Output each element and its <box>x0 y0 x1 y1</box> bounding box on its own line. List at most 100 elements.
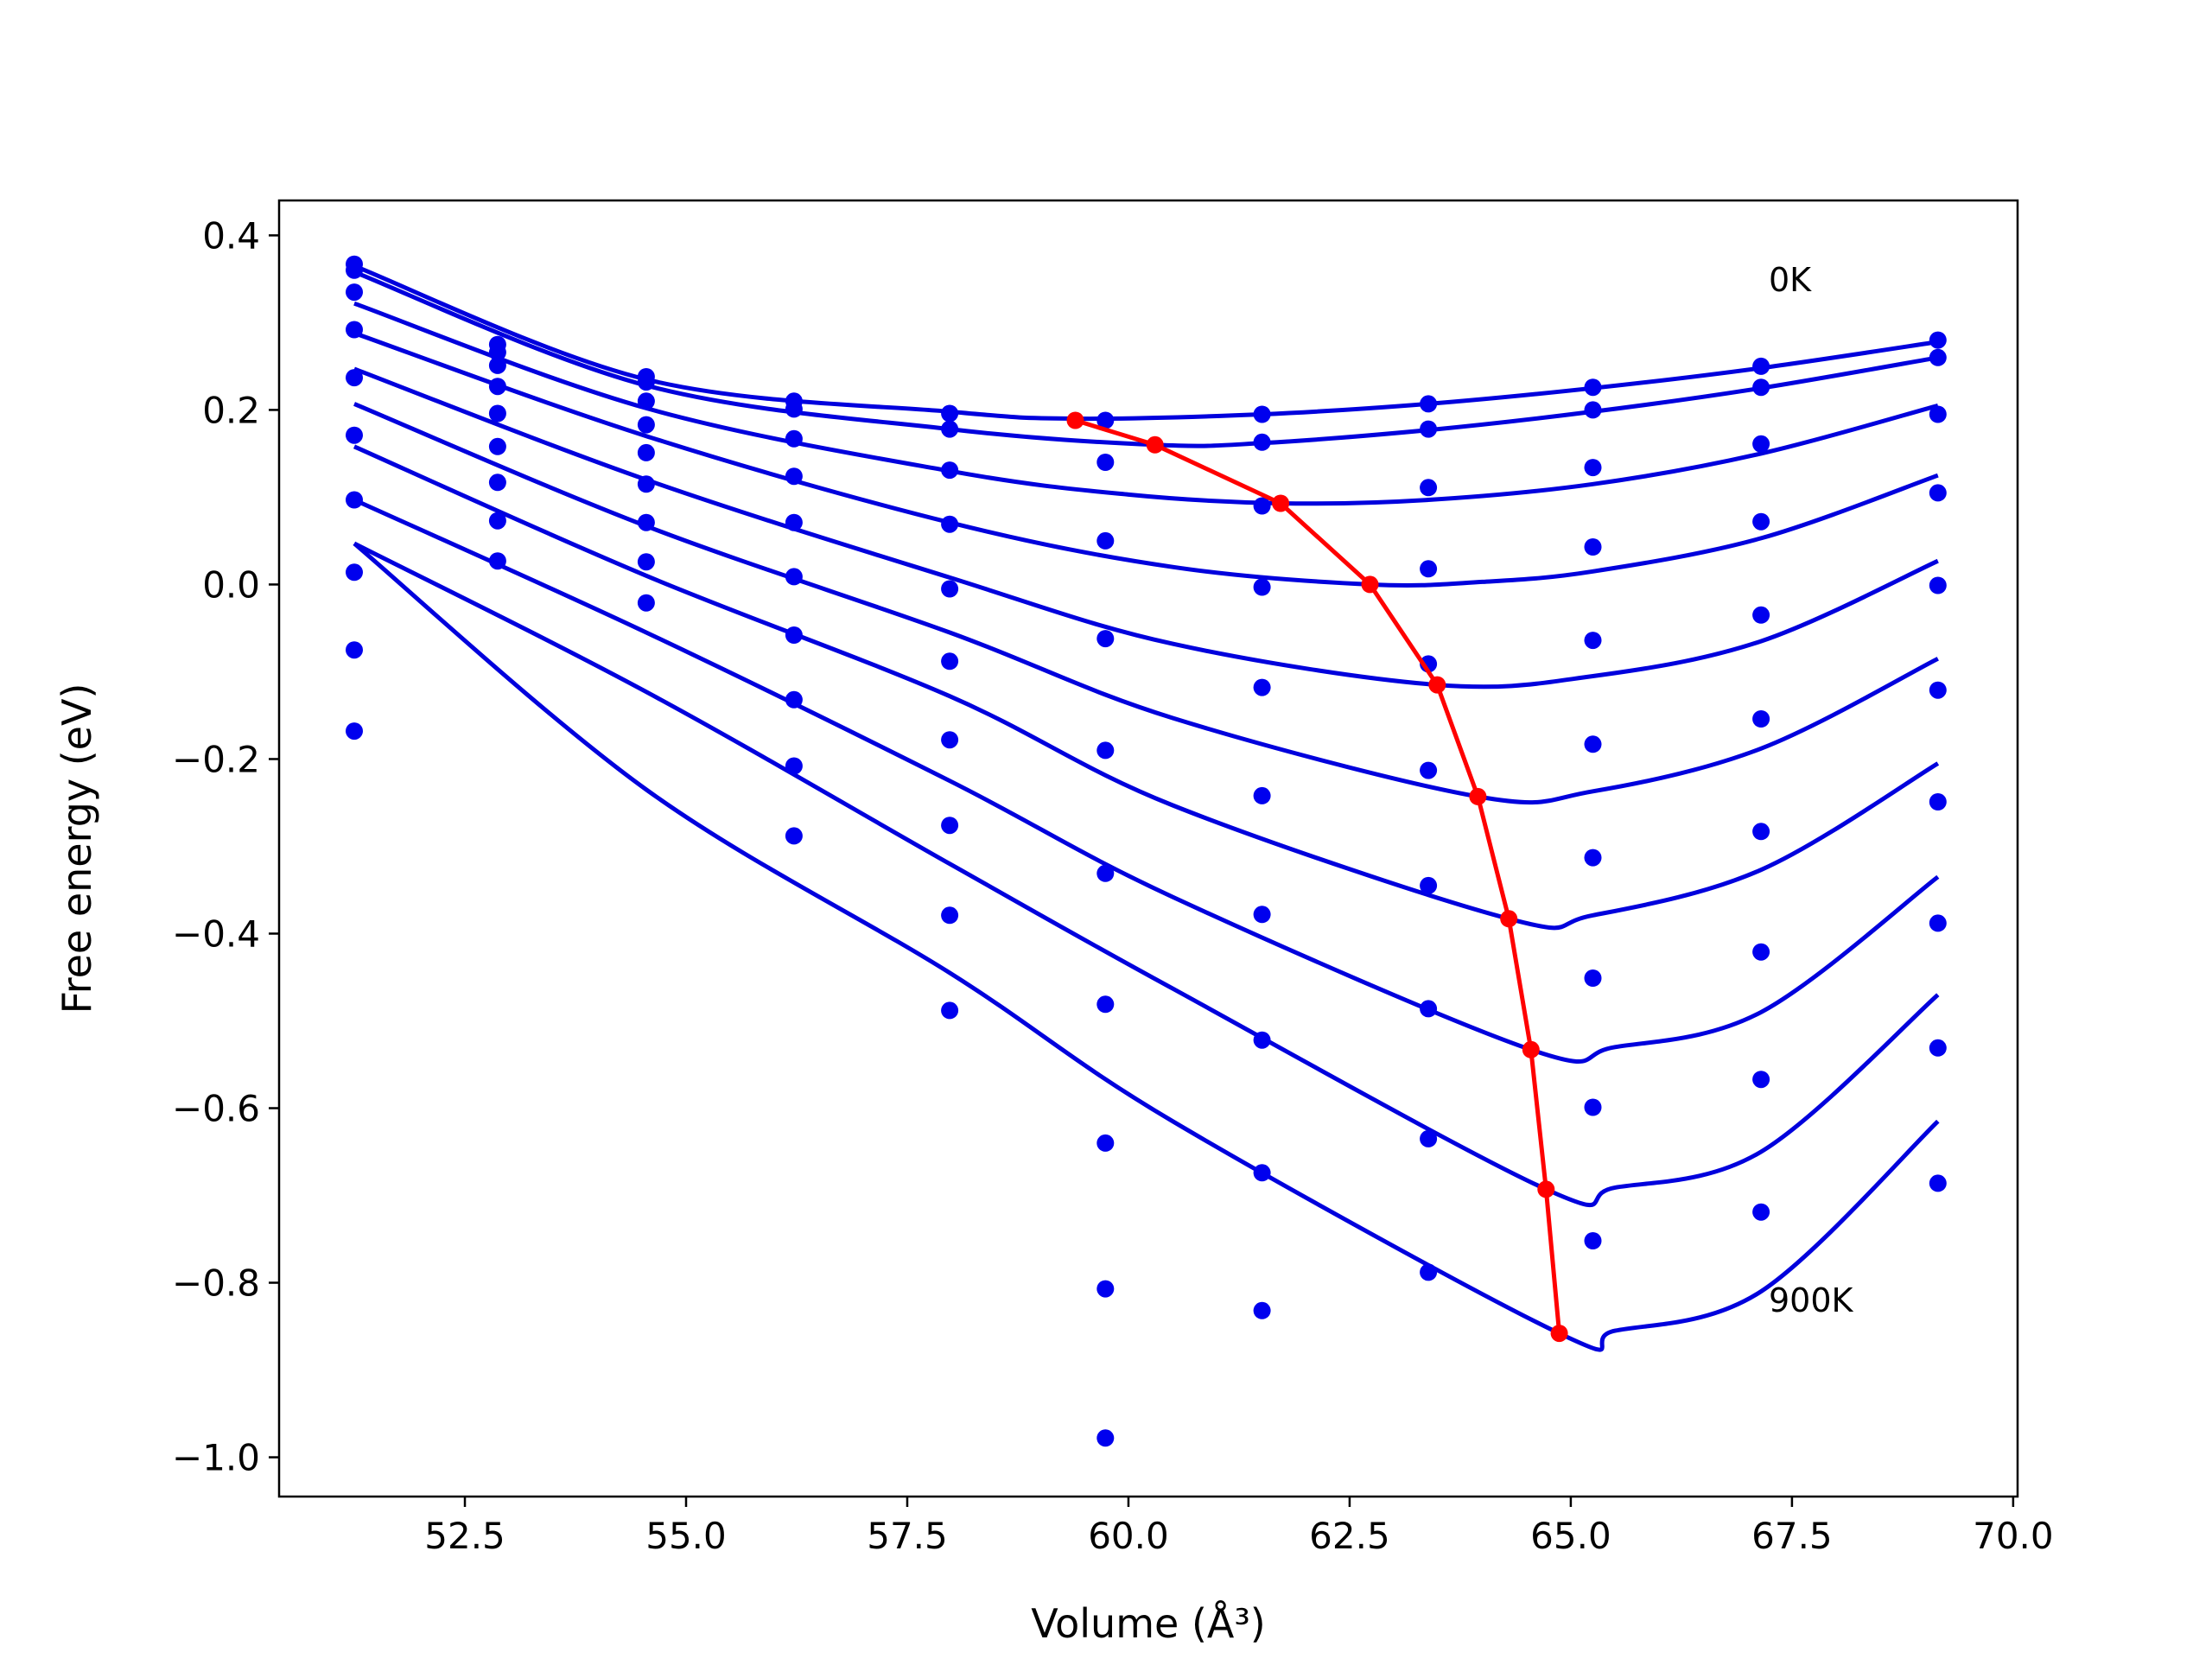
minima-line <box>1074 418 1562 1334</box>
sample-point <box>346 641 363 659</box>
minimum-point <box>1537 1180 1555 1198</box>
sample-point <box>488 552 506 570</box>
sample-point <box>1752 378 1770 397</box>
sample-point <box>346 491 363 509</box>
sample-point <box>1096 630 1115 648</box>
y-axis-label: Free energy (eV) <box>54 683 100 1014</box>
sample-point <box>346 563 363 582</box>
sample-point <box>941 652 959 671</box>
sample-point <box>1096 1280 1115 1298</box>
x-tick-label: 60.0 <box>1088 1515 1169 1557</box>
x-tick-label: 67.5 <box>1751 1515 1833 1557</box>
sample-point <box>1420 560 1438 578</box>
y-tick-label: −0.6 <box>172 1088 260 1130</box>
sample-point <box>785 429 803 448</box>
sample-point <box>346 283 363 302</box>
sample-point <box>1253 906 1271 924</box>
minimum-point <box>1469 787 1487 805</box>
sample-point <box>1929 348 1947 366</box>
sample-point <box>1752 512 1770 531</box>
sample-point <box>941 731 959 749</box>
sample-point <box>1420 395 1438 413</box>
sample-points-group <box>346 255 1947 1447</box>
x-axis-ticks: 52.5 55.0 57.5 60.0 62.5 65.0 67.5 70.0 <box>424 1497 2054 1557</box>
sample-point <box>1752 606 1770 624</box>
sample-point <box>1253 433 1271 451</box>
sample-point <box>1096 411 1115 429</box>
sample-point <box>1752 357 1770 375</box>
sample-point <box>785 757 803 775</box>
sample-point <box>1752 1071 1770 1089</box>
sample-point <box>1584 401 1602 419</box>
sample-point <box>346 426 363 444</box>
sample-point <box>941 817 959 835</box>
sample-point <box>488 404 506 423</box>
sample-point <box>785 568 803 586</box>
sample-point <box>637 373 655 391</box>
sample-point <box>1096 995 1115 1014</box>
sample-point <box>1584 1232 1602 1249</box>
sample-point <box>1420 1000 1438 1018</box>
sample-point <box>1584 1098 1602 1116</box>
sample-point <box>941 515 959 533</box>
y-tick-label: −0.8 <box>172 1262 260 1305</box>
sample-point <box>1096 864 1115 882</box>
y-tick-label: 0.0 <box>202 563 260 606</box>
sample-point <box>1096 1429 1115 1447</box>
plot-frame <box>277 199 2019 1498</box>
fit-curve-2 <box>353 301 1939 506</box>
sample-point <box>1253 1301 1271 1319</box>
sample-point <box>1752 1203 1770 1221</box>
minimum-point <box>1500 910 1518 928</box>
sample-point <box>1420 876 1438 894</box>
fit-curve-9 <box>353 542 1940 1352</box>
sample-point <box>637 392 655 410</box>
sample-point <box>488 512 506 530</box>
minimum-point <box>1272 494 1290 512</box>
sample-point <box>1420 479 1438 497</box>
sample-point <box>941 420 959 438</box>
minimum-point <box>1428 676 1446 694</box>
sample-point <box>1253 578 1271 596</box>
y-axis-ticks: −1.0 −0.8 −0.6 −0.4 −0.2 0.0 0.2 0.4 <box>172 214 279 1479</box>
fit-curve-6 <box>353 444 1940 931</box>
sample-point <box>637 475 655 493</box>
sample-point <box>1584 378 1602 397</box>
sample-point <box>1253 497 1271 515</box>
sample-point <box>1420 420 1438 438</box>
x-tick-label: 65.0 <box>1530 1515 1611 1557</box>
sample-point <box>1752 943 1770 961</box>
sample-point <box>488 356 506 374</box>
sample-point <box>488 437 506 455</box>
sample-point <box>941 461 959 480</box>
sample-point <box>941 404 959 423</box>
x-tick-label: 52.5 <box>424 1515 505 1557</box>
fit-curve-8 <box>353 541 1940 1208</box>
sample-point <box>1929 681 1947 699</box>
sample-point <box>346 321 363 339</box>
sample-point <box>1929 1039 1947 1057</box>
sample-point <box>1752 823 1770 841</box>
sample-point <box>1096 531 1115 550</box>
sample-point <box>785 400 803 418</box>
sample-point <box>785 626 803 644</box>
annotation-900K: 900K <box>1769 1281 1854 1319</box>
sample-point <box>785 513 803 531</box>
sample-point <box>346 722 363 741</box>
x-tick-label: 70.0 <box>1973 1515 2054 1557</box>
sample-point <box>1929 484 1947 502</box>
sample-point <box>1929 914 1947 932</box>
sample-point <box>488 378 506 396</box>
sample-point <box>785 827 803 845</box>
minimum-point <box>1146 435 1164 454</box>
sample-point <box>488 474 506 492</box>
minima-group <box>1066 411 1568 1343</box>
sample-point <box>1253 786 1271 804</box>
sample-point <box>1584 538 1602 556</box>
x-axis-label: Volume (Å³) <box>1031 1600 1266 1647</box>
sample-point <box>1253 1164 1271 1182</box>
sample-point <box>637 553 655 571</box>
minimum-point <box>1522 1040 1540 1058</box>
